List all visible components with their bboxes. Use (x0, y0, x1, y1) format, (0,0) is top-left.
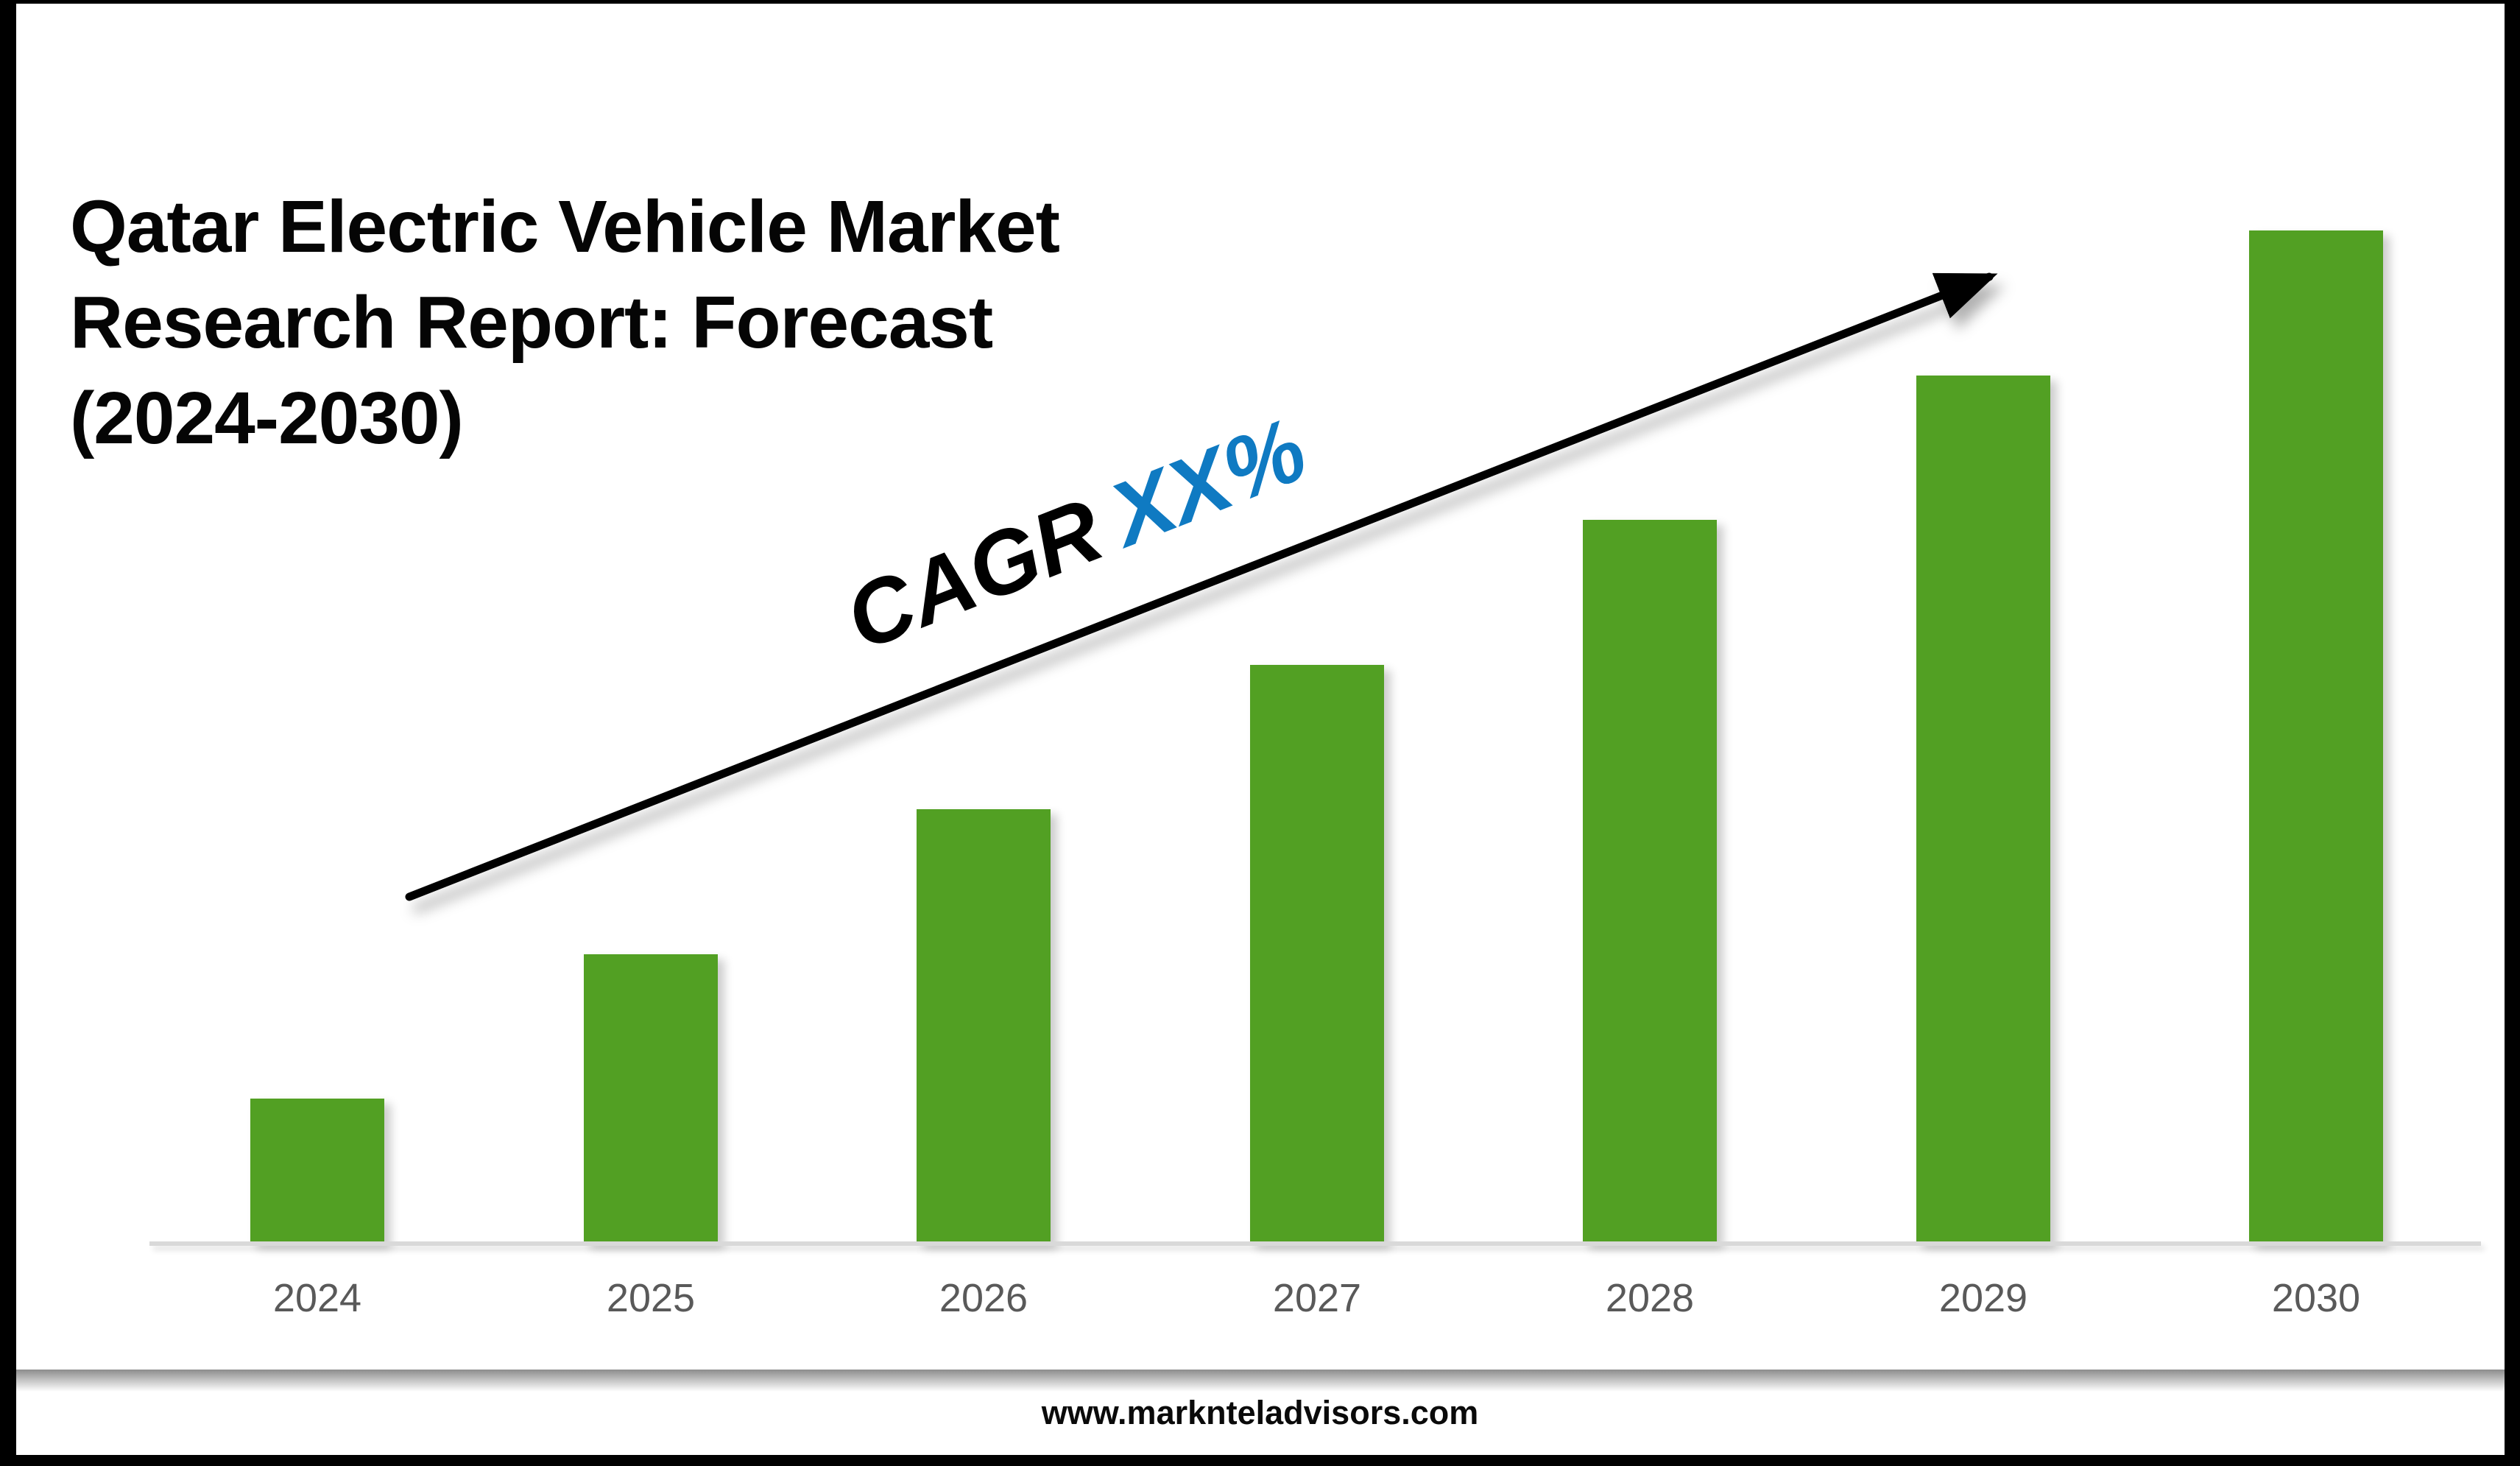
title-line-3: (2024-2030) (70, 377, 464, 459)
x-tick-2027: 2027 (1272, 1276, 1362, 1320)
bar-2028 (1583, 520, 1717, 1244)
frame-border-left (0, 0, 16, 1466)
bar-2026 (917, 809, 1051, 1244)
frame-border-bottom (0, 1455, 2520, 1466)
bar-2029 (1916, 376, 2050, 1244)
footer-shadow-divider (16, 1370, 2505, 1392)
footer-url: www.marknteladvisors.com (1041, 1394, 1479, 1431)
frame-border-top (0, 0, 2520, 4)
bar-2030 (2249, 230, 2383, 1244)
x-tick-2030: 2030 (2271, 1276, 2361, 1320)
x-tick-2029: 2029 (1938, 1276, 2028, 1320)
bar-2027 (1250, 665, 1384, 1244)
x-tick-2026: 2026 (939, 1276, 1028, 1320)
title-line-2: Research Report: Forecast (70, 281, 993, 364)
bar-2024 (250, 1099, 384, 1244)
x-axis-line (149, 1241, 2481, 1246)
chart-title: Qatar Electric Vehicle Market Research R… (70, 179, 1358, 466)
x-tick-2028: 2028 (1605, 1276, 1695, 1320)
x-tick-2025: 2025 (606, 1276, 696, 1320)
title-line-1: Qatar Electric Vehicle Market (70, 186, 1060, 268)
frame-border-right (2505, 0, 2520, 1466)
bar-2025 (584, 954, 718, 1244)
x-tick-2024: 2024 (272, 1276, 362, 1320)
